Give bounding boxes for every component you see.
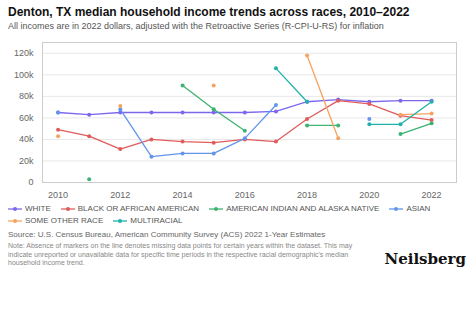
html-text:All incomes are in 2022 dollar: All incomes are in 2022 dollars, adjuste… bbox=[8, 21, 384, 31]
svg-text:2016: 2016 bbox=[235, 190, 255, 200]
svg-text:120k: 120k bbox=[14, 48, 34, 58]
html-text:Denton, TX median household in: Denton, TX median household income trend… bbox=[8, 5, 410, 19]
html-text:Note: Absence of markers on th: Note: Absence of markers on the line den… bbox=[8, 242, 353, 266]
svg-text:2014: 2014 bbox=[173, 190, 193, 200]
html-text:BLACK OR AFRICAN AMERICAN: BLACK OR AFRICAN AMERICAN bbox=[77, 204, 200, 213]
svg-text:20k: 20k bbox=[19, 156, 34, 166]
svg-text:2020: 2020 bbox=[359, 190, 379, 200]
svg-text:40k: 40k bbox=[19, 134, 34, 144]
svg-text:0: 0 bbox=[28, 177, 33, 187]
svg-text:2022: 2022 bbox=[422, 190, 442, 200]
svg-text:2010: 2010 bbox=[48, 190, 68, 200]
html-text:AMERICAN INDIAN AND ALASKA NAT: AMERICAN INDIAN AND ALASKA NATIVE bbox=[226, 204, 380, 213]
html-text:Neilsberg: Neilsberg bbox=[384, 249, 466, 268]
html-text:Source: U.S. Census Bureau, Am: Source: U.S. Census Bureau, American Com… bbox=[8, 230, 326, 239]
html-text:MULTIRACIAL: MULTIRACIAL bbox=[130, 216, 183, 225]
html-text:WHITE: WHITE bbox=[25, 204, 51, 213]
html-text:SOME OTHER RACE: SOME OTHER RACE bbox=[25, 216, 104, 225]
svg-text:2018: 2018 bbox=[297, 190, 317, 200]
svg-text:2012: 2012 bbox=[110, 190, 130, 200]
svg-text:100k: 100k bbox=[14, 70, 34, 80]
html-text:ASIAN: ASIAN bbox=[406, 204, 431, 213]
svg-text:60k: 60k bbox=[19, 113, 34, 123]
svg-text:80k: 80k bbox=[19, 91, 34, 101]
